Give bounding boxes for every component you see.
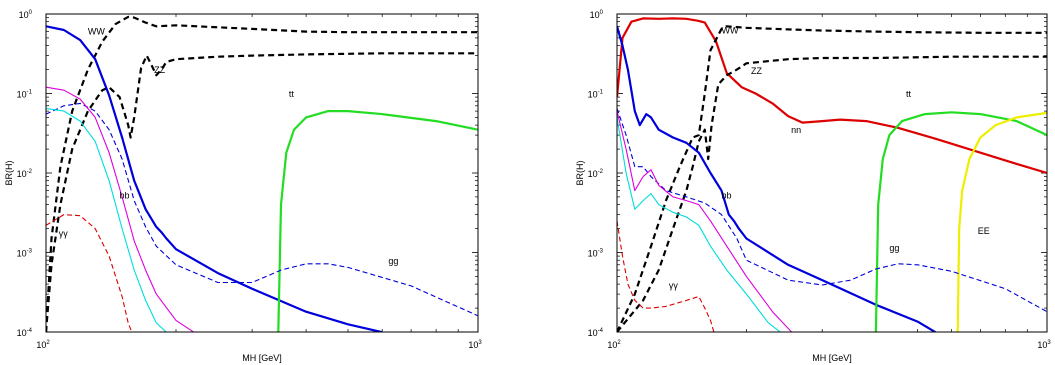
chart2-y-tick-label: 100 bbox=[590, 10, 604, 20]
chart1-y-tick-exp: -2 bbox=[27, 169, 33, 175]
chart2-y-tick-label: 10-1 bbox=[588, 90, 604, 100]
chart1-y-tick-base: 10 bbox=[17, 249, 27, 259]
chart1-x-tick-label: 103 bbox=[468, 340, 482, 350]
chart2-series-WW bbox=[617, 25, 1047, 332]
chart2-label-EE: EE bbox=[978, 226, 990, 236]
chart2-series-nn bbox=[617, 17, 1047, 175]
chart2-y-tick-exp: 0 bbox=[600, 10, 604, 16]
chart1-y-tick-label: 10-1 bbox=[17, 90, 33, 100]
chart1-series-ZZ bbox=[46, 52, 478, 332]
chart1-x-tick-base: 10 bbox=[36, 340, 46, 350]
chart2-series-group bbox=[617, 17, 1047, 332]
chart1-label-gamma-gamma: γγ bbox=[59, 228, 68, 238]
chart2-y-tick-base: 10 bbox=[590, 10, 600, 20]
chart2-x-axis-label: MH [GeV] bbox=[812, 353, 852, 363]
chart1-y-tick-exp: -4 bbox=[27, 328, 33, 334]
chart1-y-tick-base: 10 bbox=[17, 169, 27, 179]
chart2-y-axis-label: BR(H) bbox=[575, 161, 585, 186]
chart2-y-tick-label: 10-3 bbox=[588, 249, 604, 259]
chart2-y-tick-base: 10 bbox=[588, 328, 598, 338]
chart1-y-tick-base: 10 bbox=[19, 10, 29, 20]
chart2-y-tick-exp: -1 bbox=[598, 90, 604, 96]
chart2-x-tick-base: 10 bbox=[1037, 340, 1047, 350]
chart1-y-tick-exp: -1 bbox=[27, 90, 33, 96]
chart2-label-WW: WW bbox=[722, 25, 739, 35]
chart1-y-tick-label: 10-2 bbox=[17, 169, 33, 179]
chart1-series-tt bbox=[277, 110, 478, 332]
chart2-series-cyan bbox=[617, 117, 781, 332]
chart1-minor-ticks bbox=[46, 14, 478, 332]
chart2-series-EE bbox=[956, 111, 1047, 332]
chart1-series-gg bbox=[46, 102, 478, 317]
chart1-series-group bbox=[46, 15, 478, 332]
chart1-y-tick-base: 10 bbox=[17, 90, 27, 100]
chart1-x-tick-exp: 2 bbox=[46, 340, 50, 346]
chart1-x-axis-label: MH [GeV] bbox=[242, 353, 282, 363]
chart1-label-gg: gg bbox=[388, 256, 398, 266]
chart2-y-tick-exp: -3 bbox=[598, 249, 604, 255]
chart2-label-gg: gg bbox=[889, 243, 899, 253]
chart1-y-tick-label: 10-4 bbox=[17, 328, 33, 338]
chart2-series-tt bbox=[874, 111, 1047, 332]
chart1-x-tick-exp: 3 bbox=[478, 340, 482, 346]
chart2-y-tick-label: 10-2 bbox=[588, 169, 604, 179]
chart2-y-tick-exp: -4 bbox=[598, 328, 604, 334]
chart2-x-tick-label: 102 bbox=[607, 340, 621, 350]
chart1-x-tick-label: 102 bbox=[36, 340, 50, 350]
chart1-series-cyan bbox=[46, 107, 167, 332]
chart2-series-bb bbox=[617, 25, 936, 332]
chart1-label-bb: bb bbox=[120, 190, 130, 200]
chart1-y-axis-label: BR(H) bbox=[4, 161, 14, 186]
chart2-y-tick-base: 10 bbox=[588, 169, 598, 179]
chart2-series-gamma-gamma bbox=[617, 220, 715, 332]
chart2-y-tick-base: 10 bbox=[588, 90, 598, 100]
chart2-series-ZZ bbox=[617, 55, 1047, 332]
chart2-y-tick-base: 10 bbox=[588, 249, 598, 259]
chart1-y-tick-exp: -3 bbox=[27, 249, 33, 255]
chart1-x-tick-base: 10 bbox=[468, 340, 478, 350]
chart2-x-tick-exp: 2 bbox=[617, 340, 621, 346]
chart1-y-tick-exp: 0 bbox=[29, 10, 33, 16]
chart1-series-gamma-gamma bbox=[46, 214, 133, 332]
chart2-label-bb: bb bbox=[722, 190, 732, 200]
chart2-x-tick-exp: 3 bbox=[1047, 340, 1051, 346]
chart2-y-tick-label: 10-4 bbox=[588, 328, 604, 338]
chart2-label-gamma-gamma: γγ bbox=[669, 281, 679, 291]
chart1-series-magenta bbox=[46, 86, 195, 332]
chart2-y-tick-exp: -2 bbox=[598, 169, 604, 175]
chart2-label-tt: tt bbox=[906, 89, 912, 99]
chart1-y-tick-label: 10-3 bbox=[17, 249, 33, 259]
chart1-label-tt: tt bbox=[289, 89, 295, 99]
chart1-series-bb bbox=[46, 25, 383, 332]
chart2-plot-frame bbox=[616, 13, 1048, 333]
chart1-y-tick-base: 10 bbox=[17, 328, 27, 338]
chart1-label-ZZ: ZZ bbox=[154, 65, 165, 75]
chart1-label-WW: WW bbox=[88, 27, 105, 37]
chart2-x-tick-base: 10 bbox=[607, 340, 617, 350]
chart1-series-WW bbox=[46, 15, 478, 332]
chart1-y-tick-label: 100 bbox=[19, 10, 33, 20]
chart2-series-magenta bbox=[617, 110, 793, 332]
chart2-label-nn: nn bbox=[791, 125, 801, 135]
chart2-series-gg bbox=[617, 108, 1047, 313]
chart2-label-ZZ: ZZ bbox=[751, 66, 762, 76]
chart2-x-tick-label: 103 bbox=[1037, 340, 1051, 350]
chart1-plot-frame bbox=[45, 13, 479, 333]
